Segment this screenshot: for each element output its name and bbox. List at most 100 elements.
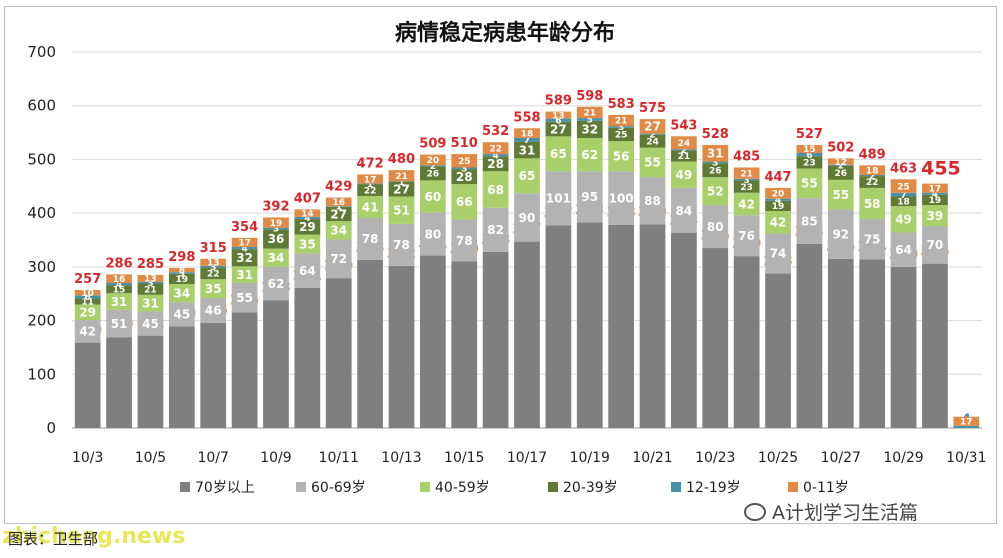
wechat-icon — [744, 502, 766, 521]
bar-segment — [168, 302, 195, 327]
bar-segment — [922, 205, 948, 227]
total-label: 455 — [921, 158, 961, 180]
bar-segment — [168, 272, 195, 274]
bar-segment — [671, 149, 697, 151]
segment-label: 46 — [205, 304, 222, 318]
bar-segment — [859, 175, 886, 177]
bar-segment — [922, 226, 948, 264]
bar-segment — [106, 337, 132, 428]
bar-segment — [106, 285, 132, 294]
bar-segment — [922, 192, 948, 195]
segment-label: 51 — [111, 317, 128, 331]
bar-segment — [482, 154, 509, 157]
bar-segment — [231, 249, 258, 267]
segment-label: 49 — [676, 168, 693, 182]
total-label: 407 — [294, 191, 321, 206]
segment-label: 56 — [613, 150, 630, 164]
legend-label: 20-39岁 — [563, 480, 618, 496]
segment-label: 8 — [179, 266, 185, 276]
segment-label: 85 — [801, 214, 818, 228]
bar-segment — [576, 171, 603, 223]
segment-label: 26 — [835, 169, 848, 179]
bar-segment — [796, 144, 823, 153]
bar-segment — [137, 283, 164, 295]
segment-label: 35 — [205, 282, 222, 296]
bar-segment — [388, 223, 415, 266]
bar-segment — [451, 167, 478, 170]
bar-segment — [74, 295, 101, 299]
bar-segment — [671, 233, 697, 428]
bar-segment — [514, 137, 540, 142]
bar-segment — [796, 152, 823, 157]
segment-label: 23 — [740, 183, 753, 193]
segment-label: 65 — [519, 169, 536, 183]
y-tick-label: 600 — [27, 97, 56, 115]
bar-segment — [639, 147, 666, 178]
x-tick-label: 10/25 — [758, 450, 798, 466]
segment-label: 31 — [236, 268, 253, 282]
chart-title: 病情稳定病患年龄分布 — [395, 20, 615, 46]
segment-label: 26 — [427, 170, 440, 180]
segment-label: 29 — [299, 220, 316, 234]
legend-label: 0-11岁 — [803, 480, 849, 496]
bar-segment — [294, 216, 321, 220]
bar-segment — [545, 121, 572, 137]
bar-segment — [859, 259, 886, 428]
total-label: 583 — [608, 97, 635, 112]
total-label: 575 — [639, 101, 666, 116]
bar-segment — [451, 219, 478, 262]
segment-label: 45 — [142, 317, 159, 331]
segment-label: 4 — [775, 196, 781, 206]
bar-segment — [576, 137, 603, 172]
segment-label: 88 — [644, 194, 661, 208]
bar-segment — [922, 194, 948, 206]
bar-segment — [294, 253, 321, 288]
segment-label: 2 — [649, 130, 655, 140]
bar-segment — [357, 259, 383, 428]
segment-label: 14 — [301, 209, 314, 219]
bar-segment — [796, 156, 823, 169]
segment-label: 75 — [864, 233, 881, 247]
total-label: 480 — [388, 152, 415, 167]
segment-label: 20 — [772, 190, 785, 200]
segment-label: 7 — [524, 136, 530, 146]
bar-segment — [168, 326, 195, 428]
bar-segment — [890, 232, 917, 267]
segment-label: 17 — [238, 239, 251, 249]
bar-segment — [74, 320, 101, 343]
bar-segment — [859, 165, 886, 176]
bar-segment — [514, 241, 540, 428]
x-tick-label: 10/15 — [444, 450, 484, 466]
bar-segment — [451, 169, 478, 185]
segment-label: 80 — [707, 220, 724, 234]
segment-label: 68 — [487, 183, 504, 197]
bar-segment — [419, 255, 446, 428]
bar-segment — [263, 300, 289, 428]
segment-label: 42 — [79, 325, 96, 339]
segment-label: 45 — [173, 308, 190, 322]
bar-segment — [796, 198, 823, 244]
segment-label: 31 — [519, 143, 536, 157]
segment-label: 64 — [895, 243, 912, 257]
segment-label: 55 — [832, 188, 849, 202]
bar-segment — [294, 219, 321, 235]
bar-segment — [827, 258, 854, 428]
y-tick-label: 700 — [27, 43, 56, 61]
bar-segment — [388, 170, 415, 182]
segment-label: 34 — [330, 224, 347, 238]
bar-segment — [294, 287, 321, 428]
bar-segment — [325, 278, 352, 428]
bar-segment — [671, 136, 697, 150]
x-tick-label: 10/29 — [883, 450, 923, 466]
bar-segment — [388, 265, 415, 428]
segment-label: 4 — [304, 214, 310, 224]
bar-segment — [263, 217, 289, 228]
bar-segment — [859, 176, 886, 188]
segment-label: 23 — [803, 159, 816, 169]
legend-label: 70岁以上 — [195, 480, 255, 496]
segment-label: 3 — [147, 279, 153, 289]
segment-label: 4 — [241, 244, 247, 254]
bar-segment — [827, 164, 854, 166]
segment-label: 62 — [581, 148, 598, 162]
bar-segment — [545, 118, 572, 122]
